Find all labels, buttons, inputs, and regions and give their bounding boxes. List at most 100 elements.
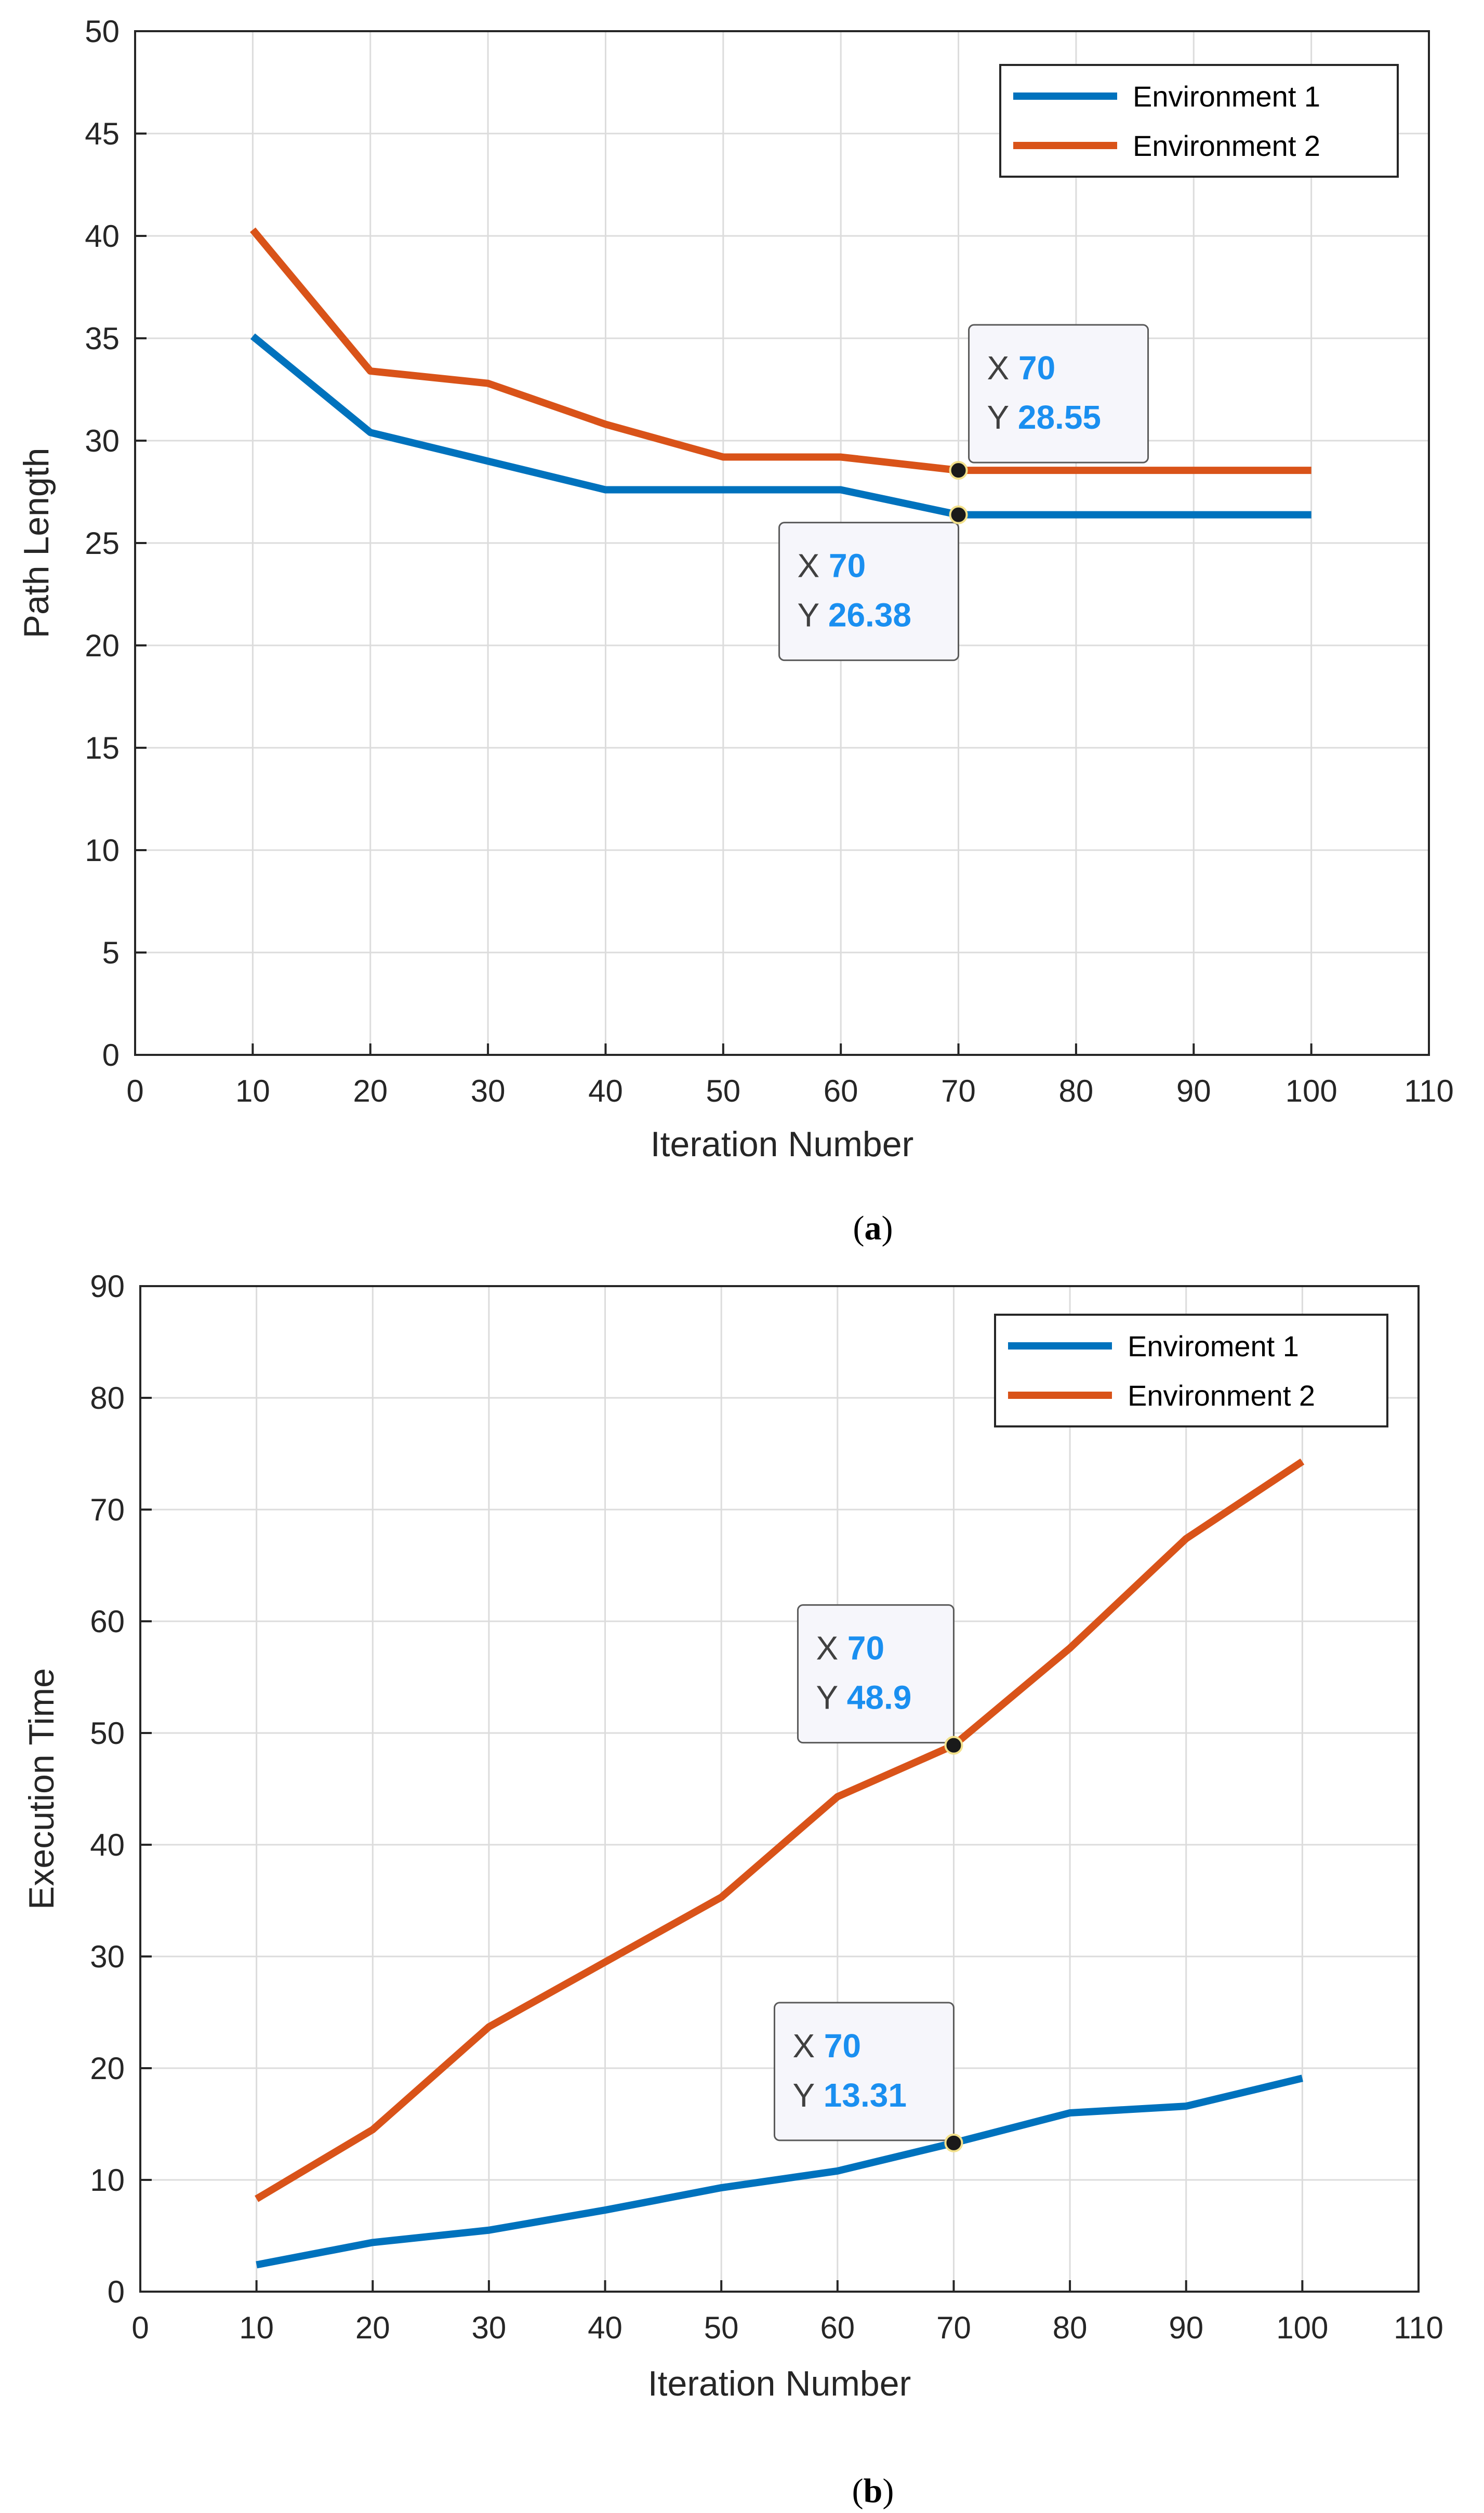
y-tick-label: 15 bbox=[85, 731, 120, 765]
x-tick-label: 80 bbox=[1059, 1074, 1094, 1108]
panel-label-b: (b) bbox=[852, 2472, 894, 2510]
x-tick-label: 0 bbox=[126, 1074, 143, 1108]
data-tip-x-key: X bbox=[798, 547, 829, 585]
x-tick-label: 110 bbox=[1394, 2310, 1443, 2345]
x-axis-label: Iteration Number bbox=[648, 2364, 911, 2403]
legend: Enviroment 1 Environment 2 bbox=[994, 1314, 1388, 1427]
y-tick-label: 90 bbox=[90, 1269, 125, 1304]
data-tip-y-key: Y bbox=[798, 597, 828, 634]
x-tick-label: 30 bbox=[471, 1074, 506, 1108]
x-tick-label: 50 bbox=[704, 2310, 739, 2345]
legend-label-2: Environment 2 bbox=[1133, 129, 1320, 162]
data-tip-x-value: 70 bbox=[1018, 349, 1055, 387]
y-tick-label: 25 bbox=[85, 526, 120, 561]
series-line-2 bbox=[249, 227, 1311, 474]
panel-label-a: (a) bbox=[853, 1209, 893, 1247]
chart-b-execution-time: 0 10 20 30 40 50 60 70 80 90 100 110 0 10 20 30 40 50 60 70… bbox=[22, 1269, 1443, 2403]
y-tick-label: 20 bbox=[90, 2051, 125, 2086]
y-axis-label: Path Length bbox=[17, 448, 56, 639]
data-tip-x-key: X bbox=[987, 349, 1018, 387]
data-tip-y-row: Y 48.9 bbox=[816, 1679, 911, 1716]
legend-box bbox=[999, 64, 1399, 178]
data-tip-x-value: 70 bbox=[829, 547, 866, 585]
data-tip-box bbox=[797, 1604, 955, 1744]
x-tick-label: 30 bbox=[472, 2310, 507, 2345]
x-tick-label: 40 bbox=[588, 2310, 622, 2345]
x-tick-label: 100 bbox=[1286, 1074, 1337, 1108]
data-tip-marker bbox=[944, 1736, 963, 1755]
data-tip-x-key: X bbox=[792, 2027, 824, 2065]
chart-a-path-length: 0 10 20 30 40 50 60 70 80 90 100 110 0 5 10 15 20 25 30 35 4… bbox=[17, 14, 1454, 1164]
y-tick-label: 10 bbox=[90, 2163, 125, 2198]
data-tip-y-key: Y bbox=[816, 1679, 846, 1716]
data-tip-y-key: Y bbox=[792, 2076, 823, 2114]
legend: Environment 1 Environment 2 bbox=[999, 64, 1399, 178]
y-tick-label: 45 bbox=[85, 116, 120, 151]
data-tip-y-row: Y 13.31 bbox=[792, 2076, 906, 2114]
y-tick-label: 80 bbox=[90, 1381, 125, 1416]
y-tick-label: 30 bbox=[85, 424, 120, 458]
data-tip-x-row: X 70 bbox=[987, 349, 1056, 387]
data-tip: X 70Y 26.38 bbox=[778, 505, 968, 662]
x-tick-label: 70 bbox=[936, 2310, 971, 2345]
y-tick-label: 5 bbox=[102, 935, 120, 970]
axes-box bbox=[139, 1285, 1420, 2293]
x-tick-label: 50 bbox=[706, 1074, 740, 1108]
x-tick-label: 10 bbox=[239, 2310, 274, 2345]
legend-label-1: Environment 1 bbox=[1133, 80, 1320, 113]
y-tick-label: 70 bbox=[90, 1492, 125, 1527]
x-tick-label: 20 bbox=[355, 2310, 390, 2345]
x-tick-label: 10 bbox=[235, 1074, 270, 1108]
data-tip-marker bbox=[949, 505, 968, 524]
series-line-2 bbox=[255, 1458, 1305, 2202]
x-tick-label: 60 bbox=[820, 2310, 855, 2345]
x-tick-label: 70 bbox=[941, 1074, 976, 1108]
data-tip-x-key: X bbox=[816, 1630, 847, 1667]
data-tip-marker bbox=[944, 2133, 963, 2152]
y-tick-label: 10 bbox=[85, 833, 120, 868]
data-tip-y-row: Y 26.38 bbox=[798, 597, 911, 634]
data-tip-y-value: 26.38 bbox=[828, 597, 911, 634]
y-tick-label: 50 bbox=[90, 1716, 125, 1751]
x-tick-label: 0 bbox=[131, 2310, 149, 2345]
data-tip-y-value: 48.9 bbox=[847, 1679, 912, 1716]
y-tick-label: 40 bbox=[85, 219, 120, 254]
data-tip: X 70Y 28.55 bbox=[949, 324, 1149, 480]
x-tick-label: 90 bbox=[1169, 2310, 1203, 2345]
data-tip-box bbox=[778, 522, 960, 662]
data-tip-y-key: Y bbox=[987, 399, 1018, 436]
series-line-1 bbox=[256, 2074, 1303, 2269]
legend-label-2: Environment 2 bbox=[1128, 1379, 1315, 1412]
data-tip-box bbox=[968, 324, 1149, 464]
x-tick-label: 40 bbox=[588, 1074, 623, 1108]
x-tick-label: 90 bbox=[1176, 1074, 1211, 1108]
y-tick-label: 60 bbox=[90, 1604, 125, 1639]
data-tip-y-value: 28.55 bbox=[1018, 399, 1101, 436]
y-tick-label: 35 bbox=[85, 321, 120, 356]
y-axis-label: Execution Time bbox=[22, 1668, 61, 1910]
y-tick-label: 0 bbox=[102, 1038, 120, 1073]
data-tip-x-value: 70 bbox=[847, 1630, 884, 1667]
x-tick-label: 100 bbox=[1276, 2310, 1328, 2345]
data-tip-y-value: 13.31 bbox=[824, 2076, 907, 2114]
data-tip-x-row: X 70 bbox=[816, 1630, 884, 1667]
series-line-1 bbox=[250, 333, 1311, 519]
y-tick-label: 30 bbox=[90, 1939, 125, 1974]
data-tip-y-row: Y 28.55 bbox=[987, 399, 1101, 436]
x-axis-label: Iteration Number bbox=[651, 1125, 913, 1164]
legend-box bbox=[994, 1314, 1388, 1427]
x-tick-label: 20 bbox=[353, 1074, 388, 1108]
data-tip: X 70Y 48.9 bbox=[797, 1604, 963, 1755]
y-tick-label: 40 bbox=[90, 1828, 125, 1862]
data-tip-x-value: 70 bbox=[824, 2027, 861, 2065]
data-tip-x-row: X 70 bbox=[798, 547, 866, 585]
y-tick-label: 20 bbox=[85, 628, 120, 663]
y-tick-label: 50 bbox=[85, 14, 120, 49]
y-tick-label: 0 bbox=[108, 2274, 125, 2309]
data-tip-x-row: X 70 bbox=[792, 2027, 861, 2065]
data-tip: X 70Y 13.31 bbox=[773, 2002, 963, 2152]
x-tick-label: 80 bbox=[1053, 2310, 1088, 2345]
data-tip-box bbox=[773, 2002, 955, 2141]
legend-label-1: Enviroment 1 bbox=[1128, 1330, 1299, 1363]
